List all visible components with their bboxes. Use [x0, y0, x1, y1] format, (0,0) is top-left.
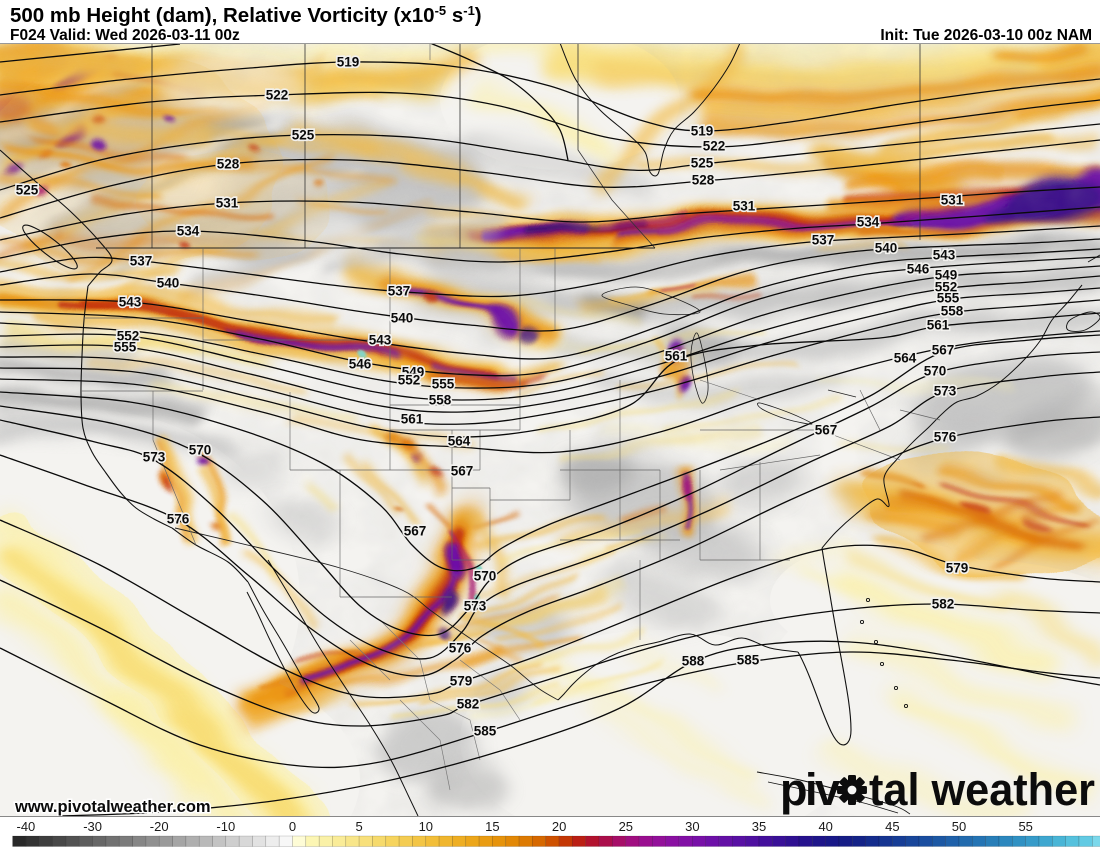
- svg-text:540: 540: [875, 241, 898, 256]
- svg-text:561: 561: [927, 318, 950, 333]
- svg-text:540: 540: [391, 311, 414, 326]
- svg-text:570: 570: [189, 443, 212, 458]
- svg-text:528: 528: [217, 157, 240, 172]
- svg-text:piv: piv: [780, 764, 840, 815]
- svg-text:Init: Tue 2026-03-10 00z NAM: Init: Tue 2026-03-10 00z NAM: [880, 27, 1092, 44]
- svg-text:-20: -20: [150, 819, 169, 834]
- svg-text:579: 579: [450, 674, 473, 689]
- svg-text:519: 519: [337, 55, 360, 70]
- svg-text:40: 40: [818, 819, 832, 834]
- svg-text:531: 531: [216, 196, 239, 211]
- svg-text:25: 25: [619, 819, 633, 834]
- svg-text:537: 537: [130, 254, 153, 269]
- svg-text:561: 561: [665, 349, 688, 364]
- svg-text:531: 531: [941, 193, 964, 208]
- svg-text:585: 585: [737, 653, 760, 668]
- svg-text:555: 555: [937, 291, 960, 306]
- svg-text:552: 552: [117, 329, 140, 344]
- svg-text:55: 55: [1018, 819, 1032, 834]
- svg-text:F024 Valid: Wed 2026-03-11 00z: F024 Valid: Wed 2026-03-11 00z: [10, 27, 240, 44]
- svg-text:522: 522: [266, 88, 289, 103]
- svg-text:585: 585: [474, 724, 497, 739]
- svg-text:573: 573: [464, 599, 487, 614]
- svg-text:45: 45: [885, 819, 899, 834]
- svg-text:558: 558: [429, 393, 452, 408]
- svg-text:5: 5: [355, 819, 362, 834]
- svg-text:588: 588: [682, 654, 705, 669]
- svg-text:543: 543: [369, 333, 392, 348]
- svg-text:35: 35: [752, 819, 766, 834]
- svg-text:-30: -30: [83, 819, 102, 834]
- svg-text:582: 582: [932, 597, 955, 612]
- svg-text:525: 525: [16, 183, 39, 198]
- svg-text:525: 525: [292, 128, 315, 143]
- svg-text:522: 522: [703, 139, 726, 154]
- svg-text:582: 582: [457, 697, 480, 712]
- svg-text:567: 567: [932, 343, 955, 358]
- svg-text:10: 10: [419, 819, 433, 834]
- svg-text:30: 30: [685, 819, 699, 834]
- svg-text:500 mb Height (dam), Relative: 500 mb Height (dam), Relative Vorticity …: [10, 3, 482, 28]
- svg-text:573: 573: [934, 384, 957, 399]
- svg-text:528: 528: [692, 173, 715, 188]
- svg-text:576: 576: [449, 641, 472, 656]
- svg-text:546: 546: [907, 262, 930, 277]
- svg-text:561: 561: [401, 412, 424, 427]
- svg-text:546: 546: [349, 357, 372, 372]
- svg-text:537: 537: [812, 233, 835, 248]
- svg-text:15: 15: [485, 819, 499, 834]
- svg-text:tal weather: tal weather: [869, 764, 1095, 815]
- svg-text:576: 576: [934, 430, 957, 445]
- svg-text:576: 576: [167, 512, 190, 527]
- svg-text:537: 537: [388, 284, 411, 299]
- svg-text:534: 534: [857, 215, 880, 230]
- svg-text:50: 50: [952, 819, 966, 834]
- svg-text:543: 543: [119, 295, 142, 310]
- svg-text:570: 570: [474, 569, 497, 584]
- svg-text:564: 564: [894, 351, 917, 366]
- svg-text:0: 0: [289, 819, 296, 834]
- svg-text:567: 567: [815, 423, 838, 438]
- svg-text:552: 552: [935, 280, 958, 295]
- svg-text:-40: -40: [17, 819, 36, 834]
- svg-text:555: 555: [432, 377, 455, 392]
- svg-text:567: 567: [451, 464, 474, 479]
- svg-text:549: 549: [935, 268, 958, 283]
- svg-text:558: 558: [941, 304, 964, 319]
- svg-text:525: 525: [691, 156, 714, 171]
- svg-text:549: 549: [402, 365, 425, 380]
- svg-text:543: 543: [933, 248, 956, 263]
- svg-text:519: 519: [691, 124, 714, 139]
- svg-text:564: 564: [448, 434, 471, 449]
- svg-text:552: 552: [398, 373, 421, 388]
- svg-text:www.pivotalweather.com: www.pivotalweather.com: [14, 798, 211, 816]
- svg-text:567: 567: [404, 524, 427, 539]
- svg-text:534: 534: [177, 224, 200, 239]
- svg-text:20: 20: [552, 819, 566, 834]
- svg-text:555: 555: [114, 340, 137, 355]
- svg-text:-10: -10: [216, 819, 235, 834]
- svg-text:573: 573: [143, 450, 166, 465]
- svg-text:579: 579: [946, 561, 969, 576]
- svg-text:540: 540: [157, 276, 180, 291]
- svg-text:531: 531: [733, 199, 756, 214]
- svg-text:570: 570: [924, 364, 947, 379]
